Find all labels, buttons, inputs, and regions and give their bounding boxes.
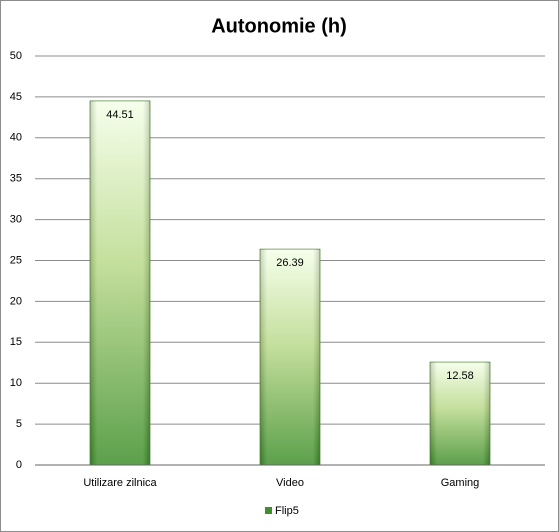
y-tick-label: 25 (10, 254, 22, 266)
data-label: 44.51 (106, 109, 134, 121)
data-label: 26.39 (276, 257, 304, 269)
x-tick-label: Utilizare zilnica (83, 477, 157, 489)
y-tick-label: 5 (16, 418, 22, 430)
data-label: 12.58 (446, 370, 474, 382)
chart-title: Autonomie (h) (211, 15, 347, 37)
bar (259, 248, 321, 466)
y-tick-label: 30 (10, 214, 22, 226)
y-tick-label: 50 (10, 50, 22, 62)
y-tick-label: 40 (10, 132, 22, 144)
legend-label: Flip5 (275, 505, 299, 517)
y-tick-label: 10 (10, 377, 22, 389)
y-tick-label: 15 (10, 336, 22, 348)
bar (89, 100, 151, 466)
x-tick-label: Video (276, 477, 304, 489)
y-tick-label: 35 (10, 173, 22, 185)
y-tick-label: 20 (10, 295, 22, 307)
x-tick-label: Gaming (441, 477, 480, 489)
y-tick-label: 0 (16, 459, 22, 471)
y-tick-label: 45 (10, 91, 22, 103)
legend-swatch (265, 507, 272, 514)
